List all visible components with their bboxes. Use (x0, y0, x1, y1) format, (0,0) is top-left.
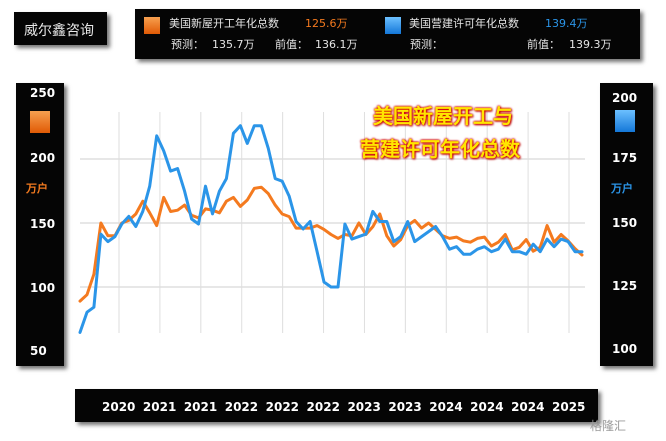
left-axis-tick: 50 (30, 344, 47, 358)
x-axis-tick: 2023 (388, 400, 422, 414)
x-axis-tick: 2021 (142, 400, 177, 414)
legend-prev-building-permits: 139.3万 (569, 38, 612, 51)
right-axis-tick: 125 (612, 279, 638, 293)
x-axis-tick: 2020 (102, 400, 136, 414)
x-axis-tick: 2022 (306, 400, 340, 414)
right-axis-tick: 150 (612, 216, 638, 230)
legend-prev-label-building-permits: 前值： (527, 38, 560, 51)
legend-pred-housing-starts: 135.7万 (212, 38, 255, 51)
x-axis-tick: 2024 (511, 400, 545, 414)
right-axis: 200 175 万户 150 125 100 (600, 83, 653, 366)
legend: 美国新屋开工年化总数 125.6万 预测： 135.7万 前值： 136.1万 … (135, 9, 640, 59)
left-axis-swatch (30, 111, 50, 133)
series-line-building-permits (78, 124, 584, 334)
right-axis-tick: 200 (612, 91, 638, 105)
right-axis-unit: 万户 (611, 182, 633, 195)
x-axis-tick: 2022 (224, 400, 259, 414)
chart-title-line1: 美国新屋开工与 (373, 104, 513, 128)
series-line-housing-starts (78, 185, 584, 303)
legend-swatch-housing-starts (144, 17, 160, 34)
x-axis-tick: 2024 (470, 400, 504, 414)
right-axis-tick: 100 (612, 342, 638, 356)
legend-value-housing-starts: 125.6万 (305, 17, 348, 30)
left-axis-tick: 150 (30, 217, 56, 231)
legend-name-building-permits: 美国营建许可年化总数 (409, 17, 519, 30)
legend-pred-label-housing-starts: 预测： (171, 38, 204, 51)
legend-swatch-building-permits (385, 17, 401, 34)
legend-name-housing-starts: 美国新屋开工年化总数 (169, 17, 279, 30)
x-axis-tick: 2021 (183, 400, 218, 414)
x-axis: 2020 2021 2021 2022 2022 2022 2023 2023 2024 2024… (75, 389, 598, 422)
x-axis-tick: 2025 (552, 400, 586, 414)
legend-pred-label-building-permits: 预测： (410, 38, 443, 51)
brand-label: 威尔鑫咨询 (24, 23, 94, 39)
right-axis-swatch (615, 110, 635, 132)
chart-title-line2: 营建许可年化总数 (360, 137, 520, 161)
x-axis-tick: 2024 (429, 400, 463, 414)
legend-value-building-permits: 139.4万 (545, 17, 588, 30)
legend-prev-housing-starts: 136.1万 (315, 38, 358, 51)
x-axis-tick: 2022 (265, 400, 300, 414)
left-axis-unit: 万户 (26, 182, 48, 195)
brand-badge: 威尔鑫咨询 (14, 12, 107, 45)
left-axis-tick: 250 (30, 86, 56, 100)
x-axis-tick: 2023 (347, 400, 381, 414)
left-axis-tick: 200 (30, 151, 56, 165)
watermark: 格隆汇 (590, 419, 627, 433)
left-axis: 250 200 万户 150 100 50 (16, 83, 64, 366)
legend-prev-label-housing-starts: 前值： (275, 38, 308, 51)
left-axis-tick: 100 (30, 281, 56, 295)
right-axis-tick: 175 (612, 151, 638, 165)
